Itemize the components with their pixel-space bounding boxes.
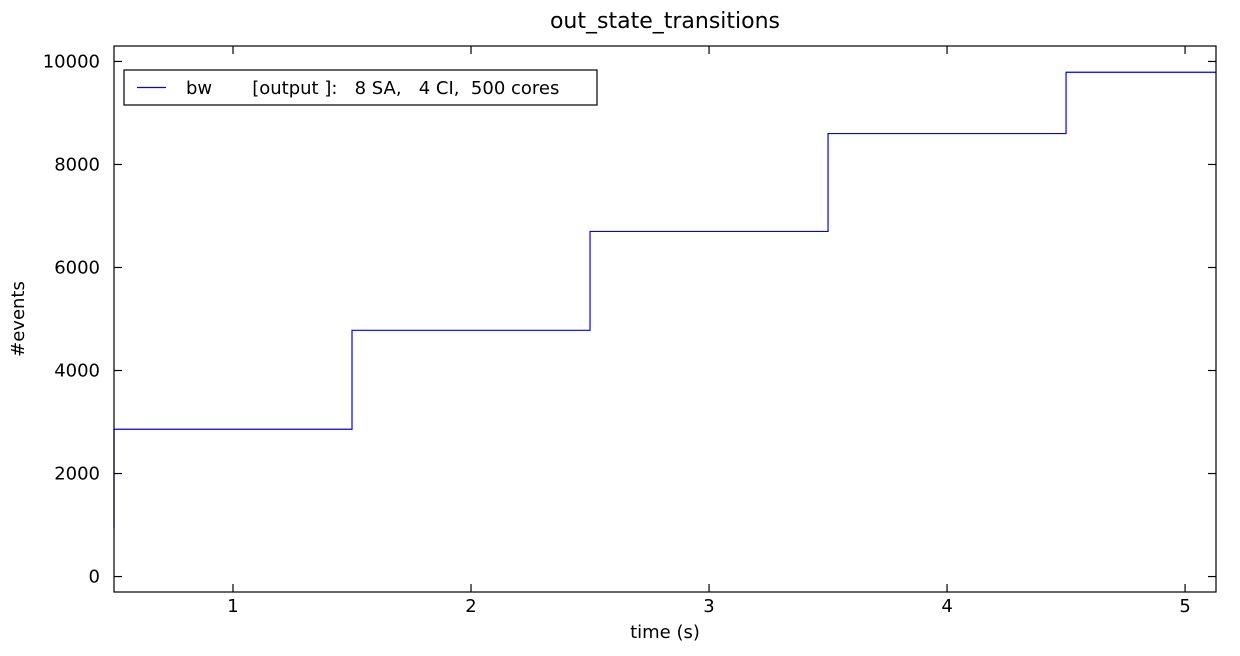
- y-tick-label: 2000: [54, 464, 100, 485]
- y-tick-label: 8000: [54, 154, 100, 175]
- legend-box: [123, 69, 598, 106]
- axis-ticks: 1 2 3 4 5 0 2000 4000 6000 8000 10000: [43, 46, 1216, 617]
- x-tick-label: 3: [703, 596, 714, 617]
- x-axis-label: time (s): [630, 622, 700, 643]
- legend-label: bw [output ]: 8 SA, 4 CI, 500 cores: [186, 78, 559, 99]
- plot-area: [113, 71, 1216, 529]
- y-tick-label: 4000: [54, 361, 100, 382]
- plot-frame: [113, 45, 1217, 593]
- series-line-0: [113, 71, 1216, 529]
- y-tick-label: 10000: [43, 51, 100, 72]
- y-tick-label: 0: [89, 567, 100, 588]
- chart-title: out_state_transitions: [550, 9, 780, 34]
- x-tick-label: 4: [941, 596, 952, 617]
- x-tick-label: 1: [227, 596, 238, 617]
- x-tick-label: 5: [1179, 596, 1190, 617]
- y-tick-label: 6000: [54, 257, 100, 278]
- legend: bw [output ]: 8 SA, 4 CI, 500 cores: [123, 69, 598, 106]
- x-tick-label: 2: [465, 596, 476, 617]
- y-axis-label: #events: [8, 281, 29, 357]
